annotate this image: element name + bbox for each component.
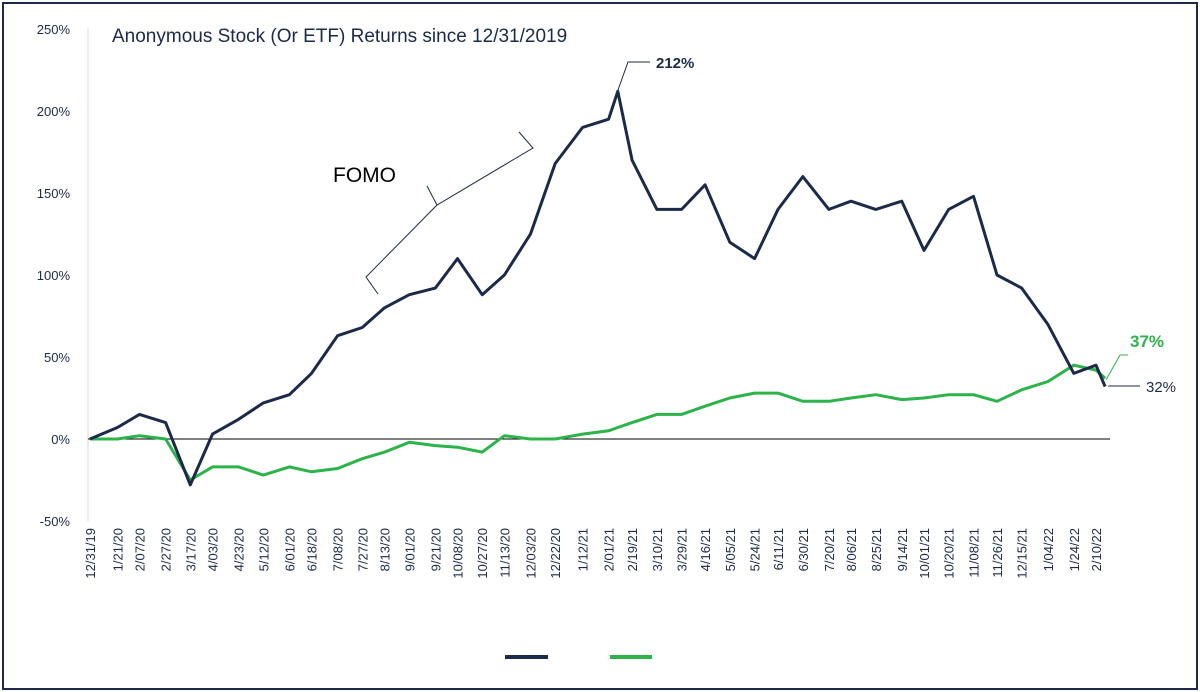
x-tick-label: 12/31/19: [83, 528, 98, 579]
x-tick-label: 6/11/21: [771, 528, 786, 570]
x-tick-label: 3/29/21: [675, 528, 690, 571]
x-tick-label: 2/27/20: [159, 528, 174, 571]
x-tick-label: 8/25/21: [869, 528, 884, 571]
x-tick-label: 7/27/20: [355, 528, 370, 571]
y-tick-label: 200%: [37, 104, 71, 119]
x-tick-label: 9/01/20: [402, 528, 417, 571]
x-tick-label: 12/22/20: [548, 528, 563, 579]
y-tick-label: 100%: [37, 268, 71, 283]
peak-label: 212%: [656, 55, 694, 72]
x-tick-label: 11/13/20: [497, 528, 512, 578]
x-tick-label: 2/10/22: [1089, 528, 1104, 571]
x-tick-label: 1/04/22: [1041, 528, 1056, 571]
chart-title: Anonymous Stock (Or ETF) Returns since 1…: [112, 26, 567, 47]
x-tick-label: 9/14/21: [895, 528, 910, 571]
x-tick-label: 3/10/21: [650, 528, 665, 571]
x-tick-label: 5/12/20: [256, 528, 271, 571]
fomo-label: FOMO: [333, 164, 396, 187]
y-tick-label: -50%: [40, 514, 71, 529]
x-tick-label: 8/13/20: [378, 528, 393, 571]
x-tick-label: 4/16/21: [698, 528, 713, 571]
x-tick-label: 10/20/21: [942, 528, 957, 579]
x-tick-label: 10/27/20: [475, 528, 490, 579]
x-tick-label: 2/01/21: [602, 528, 617, 571]
x-tick-label: 9/21/20: [428, 528, 443, 571]
series-line-0: [89, 89, 1107, 487]
y-tick-label: 0%: [51, 432, 70, 447]
x-tick-label: 12/15/21: [1015, 528, 1030, 579]
x-tick-label: 6/01/20: [282, 528, 297, 571]
x-tick-label: 5/05/21: [723, 528, 738, 571]
x-tick-label: 4/03/20: [205, 528, 220, 571]
x-tick-label: 4/23/20: [232, 528, 247, 571]
x-tick-label: 10/08/20: [450, 528, 465, 579]
fomo-bracket: [365, 131, 534, 295]
x-tick-label: 12/03/20: [523, 528, 538, 579]
x-tick-label: 11/26/21: [990, 528, 1005, 578]
peak-leader-line: [617, 61, 650, 91]
x-tick-label: 1/24/22: [1067, 528, 1082, 571]
x-tick-label: 1/12/21: [576, 528, 591, 571]
x-tick-label: 10/01/21: [917, 528, 932, 579]
x-tick-label: 2/07/20: [133, 528, 148, 571]
y-tick-label: 150%: [37, 186, 71, 201]
x-tick-label: 2/19/21: [625, 528, 640, 571]
y-tick-label: 50%: [44, 350, 70, 365]
x-tick-label: 6/30/21: [796, 528, 811, 571]
x-tick-label: 8/06/21: [844, 528, 859, 571]
x-tick-label: 6/18/20: [305, 528, 320, 571]
x-tick-label: 1/21/20: [110, 528, 125, 571]
x-tick-label: 11/08/21: [967, 528, 982, 578]
y-tick-label: 250%: [37, 22, 71, 37]
x-tick-label: 7/20/21: [822, 528, 837, 571]
x-tick-label: 5/24/21: [748, 528, 763, 571]
x-tick-label: 3/17/20: [183, 528, 198, 571]
x-tick-label: 7/08/20: [331, 528, 346, 571]
series-line-1: [90, 363, 1107, 482]
dark-end-label: 32%: [1146, 379, 1176, 396]
green-end-leader: [1105, 354, 1128, 381]
green-end-label: 37%: [1130, 332, 1164, 351]
